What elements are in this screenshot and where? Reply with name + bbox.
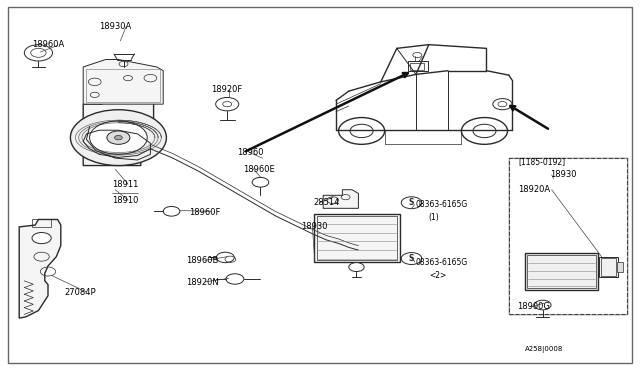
Circle shape bbox=[401, 197, 422, 209]
Circle shape bbox=[252, 177, 269, 187]
Bar bbox=[617, 262, 623, 272]
Bar bbox=[314, 214, 400, 262]
Bar bbox=[509, 158, 627, 314]
Bar bbox=[527, 255, 596, 288]
Text: 18960A: 18960A bbox=[32, 40, 64, 49]
Text: 18910: 18910 bbox=[112, 196, 138, 205]
Circle shape bbox=[107, 131, 130, 144]
Text: 18960E: 18960E bbox=[243, 165, 275, 174]
Circle shape bbox=[461, 118, 508, 144]
Text: 18930A: 18930A bbox=[99, 22, 131, 31]
Circle shape bbox=[70, 110, 166, 166]
Circle shape bbox=[534, 300, 551, 310]
Circle shape bbox=[339, 118, 385, 144]
Text: A258|0008: A258|0008 bbox=[525, 346, 563, 353]
Text: S: S bbox=[409, 254, 414, 263]
Text: <2>: <2> bbox=[429, 271, 446, 280]
Bar bbox=[410, 63, 424, 70]
Circle shape bbox=[401, 253, 422, 264]
Text: 18920A: 18920A bbox=[518, 185, 550, 194]
Text: 28514: 28514 bbox=[314, 198, 340, 207]
Text: (1): (1) bbox=[429, 213, 440, 222]
Circle shape bbox=[216, 252, 234, 263]
Text: 18911: 18911 bbox=[112, 180, 138, 189]
Polygon shape bbox=[19, 219, 61, 318]
Circle shape bbox=[349, 263, 364, 272]
Circle shape bbox=[24, 45, 52, 61]
Text: 08363-6165G: 08363-6165G bbox=[416, 258, 468, 267]
Polygon shape bbox=[323, 190, 358, 208]
Polygon shape bbox=[83, 93, 154, 166]
Circle shape bbox=[115, 135, 122, 140]
Text: 18930: 18930 bbox=[550, 170, 577, 179]
Circle shape bbox=[32, 232, 51, 244]
Text: 18960B: 18960B bbox=[186, 256, 218, 265]
Text: S: S bbox=[409, 198, 414, 207]
Text: 08363-6165G: 08363-6165G bbox=[416, 200, 468, 209]
Circle shape bbox=[473, 124, 496, 138]
Bar bbox=[86, 69, 160, 102]
Bar bbox=[601, 258, 616, 276]
Circle shape bbox=[493, 99, 512, 110]
Bar bbox=[599, 257, 618, 277]
Bar bbox=[509, 158, 627, 314]
Polygon shape bbox=[83, 60, 163, 104]
Text: 18920F: 18920F bbox=[211, 85, 243, 94]
Circle shape bbox=[223, 102, 232, 107]
Bar bbox=[525, 253, 598, 290]
Text: 18960: 18960 bbox=[237, 148, 263, 157]
Bar bbox=[32, 219, 51, 227]
Bar bbox=[408, 61, 428, 71]
Text: 27084P: 27084P bbox=[64, 288, 95, 296]
Text: 18900G: 18900G bbox=[517, 302, 550, 311]
Text: 18920N: 18920N bbox=[186, 278, 218, 287]
Circle shape bbox=[226, 274, 244, 284]
Circle shape bbox=[90, 121, 147, 154]
Bar bbox=[317, 216, 397, 260]
Circle shape bbox=[216, 97, 239, 111]
Circle shape bbox=[350, 124, 373, 138]
Text: 18960F: 18960F bbox=[189, 208, 220, 217]
Text: [1185-0192]: [1185-0192] bbox=[518, 157, 566, 166]
Circle shape bbox=[31, 48, 46, 57]
Circle shape bbox=[163, 206, 180, 216]
Text: 18930: 18930 bbox=[301, 222, 327, 231]
